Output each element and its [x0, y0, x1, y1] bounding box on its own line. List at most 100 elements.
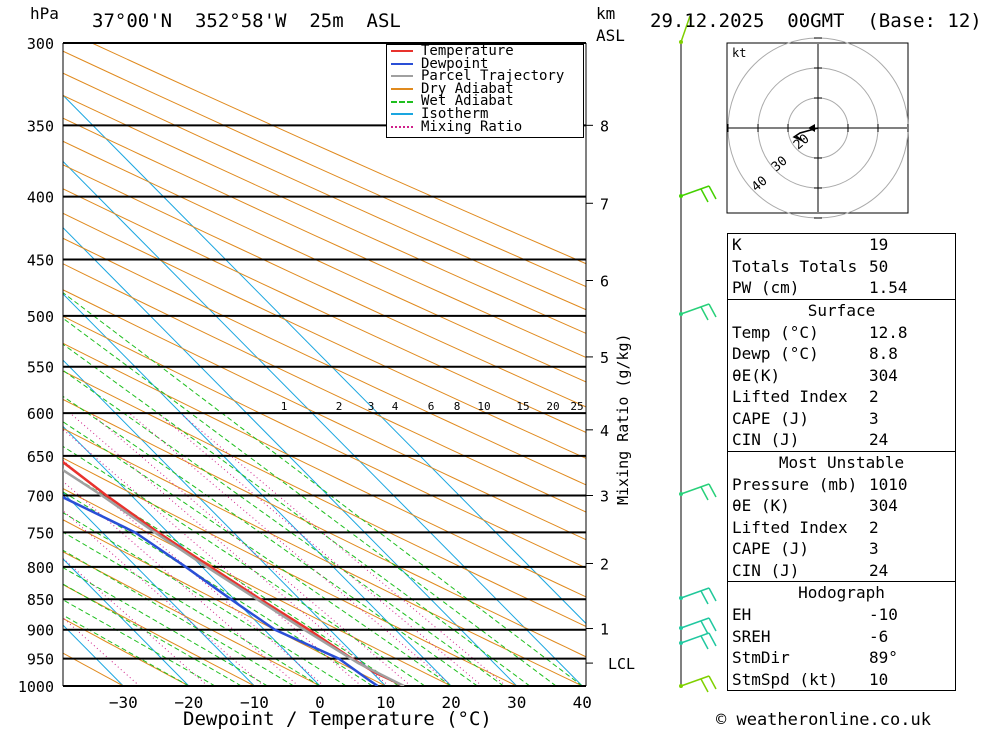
- index-value: 304: [869, 496, 898, 515]
- mixing-ratio-value-label: 2: [336, 400, 343, 413]
- wind-barb-dot: [679, 641, 683, 645]
- height-unit-label: km: [596, 4, 616, 23]
- index-row: StmSpd (kt) 10: [728, 669, 955, 691]
- legend-entry: Dewpoint: [387, 57, 583, 70]
- mixing-ratio-value-label: 10: [477, 400, 490, 413]
- wind-barb: [679, 632, 717, 650]
- pressure-tick-label: 750: [27, 524, 54, 542]
- wet-adiabat-line: [63, 292, 583, 686]
- wind-barb-staff: [680, 185, 710, 197]
- legend-swatch: [391, 62, 413, 65]
- index-label: Lifted Index: [732, 387, 848, 406]
- height-tick-label: 1: [600, 621, 609, 639]
- index-row: PW (cm) 1.54: [728, 277, 955, 299]
- isotherm-line: [63, 94, 586, 625]
- index-value: 24: [869, 430, 889, 449]
- index-value: 1.54: [869, 278, 908, 297]
- mixing-ratio-line: [63, 459, 325, 686]
- height-tick-label: 5: [600, 349, 609, 367]
- height-tick-label: 4: [600, 422, 609, 440]
- legend-entry: Dry Adiabat: [387, 82, 583, 96]
- index-label: Temp (°C): [732, 322, 819, 342]
- legend-entry: Parcel Trajectory: [387, 69, 583, 83]
- height-tick-label: 2: [600, 555, 609, 573]
- height-tick-label: 6: [600, 272, 609, 290]
- mixing-ratio-axis-label: Mixing Ratio (g/kg): [614, 333, 632, 505]
- mixing-ratio-value-label: 25: [570, 400, 583, 413]
- wet-adiabat-line: [63, 567, 268, 686]
- pressure-tick-label: 550: [27, 359, 54, 377]
- x-tick-label: 10: [376, 693, 395, 712]
- wind-barb-flag: [700, 620, 709, 635]
- pressure-tick-label: 800: [27, 559, 54, 577]
- index-row: K 19: [728, 234, 955, 256]
- mixing-ratio-value-label: 20: [546, 400, 559, 413]
- legend-label: Temperature: [421, 43, 514, 59]
- index-section-title: Hodograph: [728, 581, 955, 604]
- index-row: Totals Totals 50: [728, 256, 955, 278]
- index-value: 1010: [869, 474, 908, 494]
- wind-barb: [679, 15, 694, 44]
- index-label: CAPE (J): [732, 408, 810, 428]
- wind-barb-flag: [708, 303, 717, 318]
- legend-swatch: [391, 88, 413, 91]
- location-title: 37°00'N 352°58'W 25m ASL: [92, 10, 401, 32]
- index-row: θE (K) 304: [728, 495, 955, 517]
- index-row: Pressure (mb) 1010: [728, 474, 955, 496]
- height-tick-label: 7: [600, 195, 609, 213]
- index-label: EH: [732, 605, 752, 624]
- wind-barb: [679, 617, 717, 635]
- wind-barb-dot: [679, 40, 683, 44]
- wind-barb-dot: [679, 492, 683, 496]
- dry-adiabat-line: [63, 164, 586, 408]
- legend-label: Wet Adiabat: [421, 93, 514, 110]
- dry-adiabat-line: [63, 50, 586, 288]
- x-tick-label: 40: [573, 693, 592, 712]
- index-row: θE(K) 304: [728, 365, 955, 387]
- dry-adiabat-line: [63, 188, 586, 433]
- mixing-ratio-line: [69, 412, 390, 686]
- mixing-ratio-line: [63, 617, 140, 686]
- wind-barb-flag: [700, 590, 709, 605]
- index-value: 50: [869, 256, 889, 276]
- mixing-ratio-value-label: 15: [516, 400, 529, 413]
- index-value: -10: [869, 605, 898, 624]
- parcel-trajectory-line: [63, 468, 405, 686]
- index-value: 3: [869, 408, 879, 428]
- dry-adiabat-line: [63, 617, 190, 686]
- isotherm-line: [63, 359, 386, 686]
- x-tick-label: 30: [507, 693, 526, 712]
- index-section-title: Most Unstable: [728, 450, 955, 474]
- wind-barb-dot: [679, 626, 683, 630]
- wind-barb-flag: [708, 632, 717, 647]
- x-tick-label: −20: [174, 693, 203, 712]
- wind-barb: [679, 185, 717, 203]
- indices-table: K 19 Totals Totals 50 PW (cm) 1.54 Surface Temp…: [727, 233, 956, 691]
- wet-adiabat-line: [63, 317, 557, 686]
- dry-adiabat-line: [63, 487, 452, 686]
- index-label: StmSpd (kt): [732, 669, 838, 689]
- wind-barb-flag: [708, 587, 717, 602]
- dry-adiabat-line: [63, 551, 321, 686]
- wind-barb: [679, 587, 717, 605]
- x-tick-label: 20: [442, 693, 461, 712]
- index-value: 2: [869, 517, 879, 537]
- index-label: SREH: [732, 626, 771, 646]
- height-tick-label: 3: [600, 488, 609, 506]
- wind-barb-staff: [680, 632, 710, 644]
- wind-barb-flag: [700, 635, 709, 650]
- isotherm-line: [63, 293, 452, 686]
- pressure-tick-label: 850: [27, 591, 54, 609]
- pressure-tick-label: 450: [27, 252, 54, 270]
- wet-adiabat-line: [63, 343, 531, 686]
- height-tick-label: 8: [600, 117, 609, 135]
- mixing-ratio-value-label: 8: [454, 400, 461, 413]
- index-label: PW (cm): [732, 278, 800, 297]
- pressure-tick-label: 700: [27, 488, 54, 506]
- height-tick-label: LCL: [608, 655, 635, 673]
- x-axis-title: Dewpoint / Temperature (°C): [183, 708, 492, 730]
- x-tick-label: −10: [240, 693, 269, 712]
- index-row: CAPE (J) 3: [728, 538, 955, 560]
- wind-barb-dot: [679, 194, 683, 198]
- index-row: Lifted Index 2: [728, 386, 955, 408]
